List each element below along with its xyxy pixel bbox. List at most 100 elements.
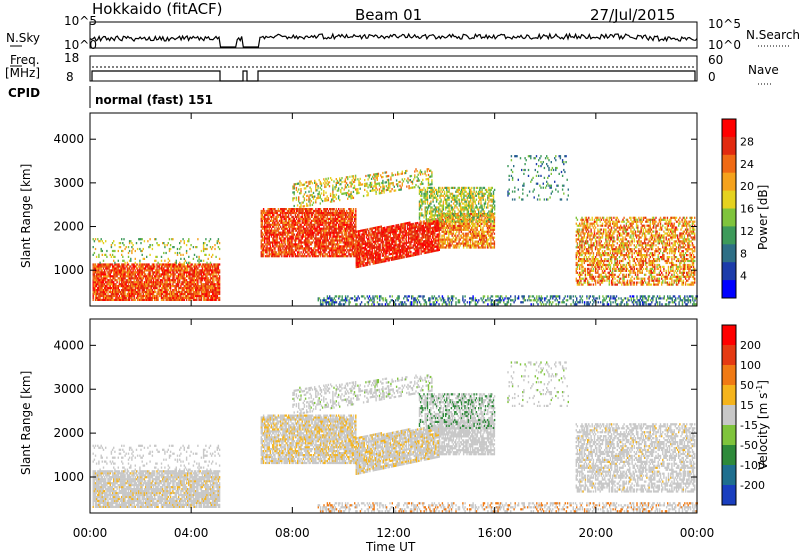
- power-cell: [306, 229, 308, 232]
- power-cell: [213, 292, 215, 296]
- power-cell: [206, 285, 208, 288]
- power-cell: [152, 271, 155, 274]
- nsearch-label: N.Search: [746, 28, 800, 42]
- power-cell: [191, 267, 193, 270]
- power-cell: [217, 283, 220, 286]
- power-cell: [330, 223, 332, 226]
- power-cell: [373, 260, 376, 263]
- power-cell: [315, 255, 317, 258]
- power-cell: [344, 241, 347, 244]
- power-cell: [135, 275, 138, 278]
- power-cell: [311, 241, 314, 244]
- power-cell: [92, 287, 94, 290]
- power-cell: [325, 231, 327, 234]
- power-cell: [291, 235, 293, 238]
- power-cell: [279, 253, 282, 256]
- power-cell: [165, 281, 167, 284]
- power-cell: [260, 241, 262, 244]
- power-cell: [174, 294, 176, 298]
- power-cell: [208, 263, 210, 266]
- power-cell: [138, 290, 140, 294]
- power-cell: [315, 211, 317, 215]
- power-cell: [444, 222, 447, 225]
- power-cell: [381, 229, 384, 232]
- power-cell: [127, 273, 130, 276]
- power-cell: [347, 221, 349, 224]
- power-cell: [207, 289, 209, 292]
- power-cell: [378, 251, 380, 254]
- power-cell: [156, 271, 158, 274]
- power-cell: [284, 249, 286, 252]
- power-cell: [162, 296, 164, 299]
- power-cell: [180, 294, 182, 298]
- power-cell: [206, 283, 208, 286]
- power-cell: [403, 234, 405, 237]
- power-cell: [180, 273, 182, 276]
- power-cell: [111, 269, 114, 272]
- power-cell: [198, 265, 200, 268]
- power-cell: [156, 287, 158, 290]
- power-cell: [165, 290, 167, 294]
- power-cell: [326, 231, 328, 234]
- power-cell: [152, 296, 155, 299]
- power-cell: [98, 263, 100, 266]
- power-cell: [318, 209, 320, 213]
- power-cell: [332, 208, 334, 211]
- power-cell: [140, 275, 142, 278]
- power-cell: [314, 255, 316, 258]
- power-cell: [101, 283, 103, 286]
- power-cell: [316, 209, 318, 213]
- power-cell: [325, 241, 327, 244]
- power-cell: [92, 238, 94, 241]
- power-cell: [136, 271, 139, 274]
- power-cell: [273, 217, 275, 220]
- power-cell: [356, 244, 359, 247]
- power-cell: [306, 213, 308, 217]
- power-cell: [260, 223, 262, 226]
- power-cell: [333, 227, 335, 230]
- power-cell: [162, 263, 164, 266]
- power-cell: [340, 227, 342, 230]
- power-cell: [372, 235, 374, 238]
- power-cell: [353, 249, 356, 252]
- power-cell: [426, 237, 428, 240]
- power-cell: [130, 277, 132, 280]
- power-cell: [95, 275, 98, 278]
- power-cell: [293, 243, 295, 246]
- power-cell: [289, 253, 291, 256]
- power-cell: [368, 251, 370, 254]
- power-cell: [413, 236, 415, 239]
- power-cell: [323, 209, 325, 213]
- power-cell: [335, 211, 338, 215]
- power-cell: [312, 223, 315, 226]
- power-cell: [409, 243, 411, 246]
- power-cell: [347, 227, 349, 230]
- power-cell: [398, 239, 401, 242]
- power-cell: [132, 277, 134, 280]
- power-cell: [143, 267, 146, 270]
- power-cell: [165, 289, 167, 292]
- power-cell: [373, 232, 376, 235]
- power-cell: [396, 251, 398, 254]
- power-cell: [303, 247, 306, 250]
- power-cell: [297, 251, 299, 254]
- power-cell: [216, 290, 218, 294]
- power-cell: [415, 235, 418, 239]
- power-cell: [336, 219, 339, 222]
- power-cell: [273, 225, 275, 228]
- power-cell: [356, 246, 359, 249]
- power-cell: [422, 222, 425, 225]
- power-cell: [262, 249, 265, 252]
- power-cell: [314, 227, 316, 230]
- power-cell: [202, 296, 205, 299]
- power-cell: [150, 296, 152, 299]
- power-cell: [110, 298, 113, 301]
- power-cell: [192, 275, 195, 278]
- power-cell: [327, 213, 330, 217]
- power-cell: [291, 215, 293, 218]
- power-cell: [169, 294, 172, 298]
- power-cell: [168, 292, 171, 296]
- power-cell: [298, 243, 300, 246]
- power-cell: [405, 236, 407, 239]
- power-cell: [420, 242, 422, 245]
